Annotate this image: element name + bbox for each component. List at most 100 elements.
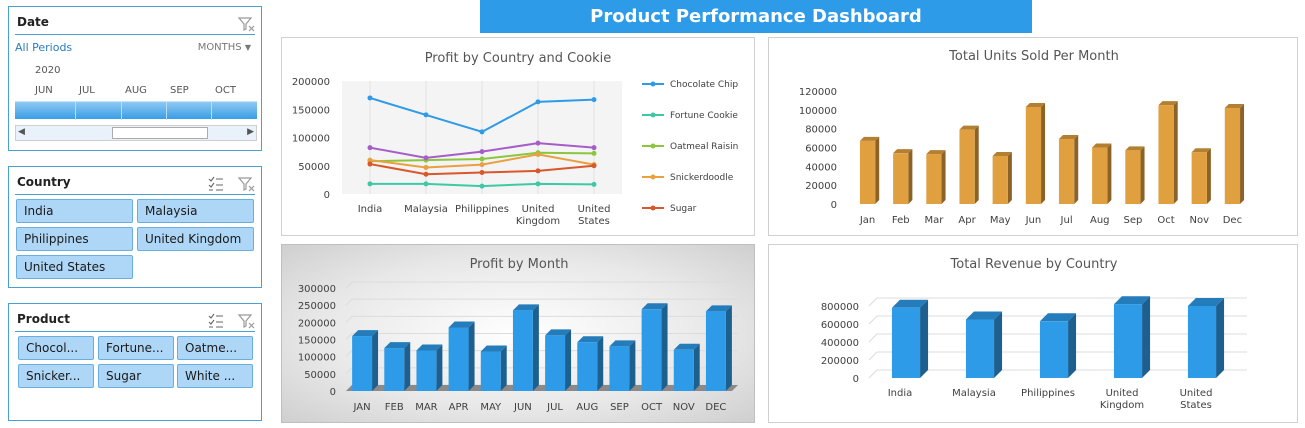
bar-side <box>1140 146 1145 204</box>
timeline-month-label: JUL <box>79 85 95 96</box>
x-tick-label: States <box>1180 400 1212 411</box>
x-tick-label: States <box>578 216 610 227</box>
scroll-right-icon[interactable]: ▶ <box>247 127 254 137</box>
country-item-united-states[interactable]: United States <box>16 255 133 279</box>
data-point <box>591 145 597 151</box>
date-timeline-slicer[interactable]: Date All Periods MONTHS ▼ 2020 JUN JUL A… <box>8 6 262 151</box>
product-slicer-header: Product <box>15 308 255 332</box>
data-point <box>535 99 541 105</box>
bar <box>673 349 694 391</box>
x-tick-label: JUN <box>513 402 532 413</box>
product-item-fortune-cookie[interactable]: Fortune... <box>98 336 174 360</box>
bar <box>1187 306 1217 378</box>
clear-filter-icon[interactable] <box>237 175 255 193</box>
bar <box>1092 147 1108 204</box>
legend-entry: Oatmeal Raisin <box>670 142 738 152</box>
country-item-india[interactable]: India <box>16 199 133 223</box>
bar-side <box>468 321 475 391</box>
product-item-white-chocolate[interactable]: White ... <box>177 364 253 388</box>
time-level-dropdown[interactable]: MONTHS ▼ <box>198 42 251 53</box>
bar-side <box>436 344 443 391</box>
multi-select-icon[interactable] <box>207 175 225 193</box>
country-slicer: Country India Malaysia Philippines Unite… <box>8 166 262 288</box>
revenue-by-country-panel[interactable]: Total Revenue by Country 800000 600000 4000… <box>768 244 1298 423</box>
bar-side <box>1007 151 1012 204</box>
x-tick-label: Feb <box>892 215 910 226</box>
data-point <box>535 140 541 146</box>
gridline <box>345 281 738 289</box>
bar-top <box>1187 298 1225 306</box>
x-tick-label: JUL <box>546 402 563 413</box>
y-tick-label: 60000 <box>805 144 837 155</box>
x-tick-label: Jan <box>859 215 875 226</box>
x-tick-label: Kingdom <box>516 216 560 227</box>
x-tick-label: OCT <box>641 402 663 413</box>
all-periods-label: All Periods <box>15 41 73 54</box>
bar-top <box>1125 146 1145 151</box>
data-point <box>367 161 373 167</box>
x-tick-label: Mar <box>924 215 944 226</box>
y-tick-label: 100000 <box>292 134 330 145</box>
y-tick-label: 400000 <box>821 338 859 349</box>
data-point <box>479 129 485 135</box>
y-tick-label: 50000 <box>298 162 330 173</box>
bar-top <box>1058 135 1079 140</box>
y-tick-label: 150000 <box>298 336 336 347</box>
units-sold-per-month-chart: Total Units Sold Per Month 120000 100000 80… <box>799 49 1245 226</box>
bar-top <box>926 150 946 155</box>
multi-select-icon[interactable] <box>207 312 225 330</box>
y-tick-label: 200000 <box>821 356 859 367</box>
product-item-oatmeal-raisin[interactable]: Oatme... <box>177 336 253 360</box>
data-point <box>367 95 373 101</box>
x-tick-label: United <box>1106 388 1139 399</box>
x-tick-label: Sep <box>1123 215 1142 226</box>
x-tick-label: AUG <box>576 402 598 413</box>
bar-side <box>1068 313 1077 378</box>
y-tick-label: 600000 <box>821 320 859 331</box>
legend-marker <box>650 143 656 149</box>
product-item-sugar[interactable]: Sugar <box>98 364 174 388</box>
bar-top <box>859 136 880 141</box>
x-tick-label: Jul <box>1060 215 1073 226</box>
bar-side <box>725 305 732 391</box>
bar-side <box>974 125 979 204</box>
bar <box>480 351 501 391</box>
profit-by-country-cookie-chart: Profit by Country and Cookie 200000 150000… <box>292 51 739 227</box>
profit-by-month-panel[interactable]: Profit by Month 300000 250000 200000 150000 1… <box>281 244 755 423</box>
bar-side <box>532 304 539 391</box>
bar <box>577 342 598 391</box>
country-slicer-title: Country <box>17 175 71 189</box>
data-point <box>591 150 597 156</box>
country-item-united-kingdom[interactable]: United Kingdom <box>137 227 254 251</box>
bar-side <box>629 340 636 391</box>
y-tick-label: 40000 <box>805 162 837 173</box>
gridline <box>345 298 738 306</box>
bar-side <box>1173 101 1178 204</box>
profit-by-month-chart: Profit by Month 300000 250000 200000 150000 1… <box>298 257 738 413</box>
clear-filter-icon[interactable] <box>237 15 255 33</box>
x-tick-label: Oct <box>1157 215 1174 226</box>
product-item-chocolate-chip[interactable]: Chocol... <box>18 336 94 360</box>
x-tick-label: United <box>522 204 555 215</box>
bar-side <box>597 336 604 391</box>
bar <box>1058 139 1075 204</box>
bar-top <box>1158 101 1178 106</box>
country-item-malaysia[interactable]: Malaysia <box>137 199 254 223</box>
timeline-selection-bar[interactable] <box>15 101 257 120</box>
clear-filter-icon[interactable] <box>237 312 255 330</box>
scrollbar-thumb[interactable] <box>112 127 208 139</box>
bar-top <box>992 151 1012 156</box>
country-item-philippines[interactable]: Philippines <box>16 227 133 251</box>
x-tick-label: Apr <box>958 215 976 226</box>
y-tick-label: 20000 <box>805 181 837 192</box>
profit-by-country-cookie-panel[interactable]: Profit by Country and Cookie 200000 150000… <box>281 37 755 236</box>
bar-top <box>1025 103 1046 108</box>
bar <box>859 140 876 204</box>
product-item-snickerdoodle[interactable]: Snicker... <box>18 364 94 388</box>
timeline-scrollbar[interactable]: ◀ ▶ <box>15 125 257 141</box>
units-sold-per-month-panel[interactable]: Total Units Sold Per Month 120000 100000 80… <box>768 37 1298 236</box>
y-tick-label: 50000 <box>304 370 336 381</box>
data-point <box>479 162 485 168</box>
scroll-left-icon[interactable]: ◀ <box>18 127 25 137</box>
bar-side <box>941 150 946 204</box>
